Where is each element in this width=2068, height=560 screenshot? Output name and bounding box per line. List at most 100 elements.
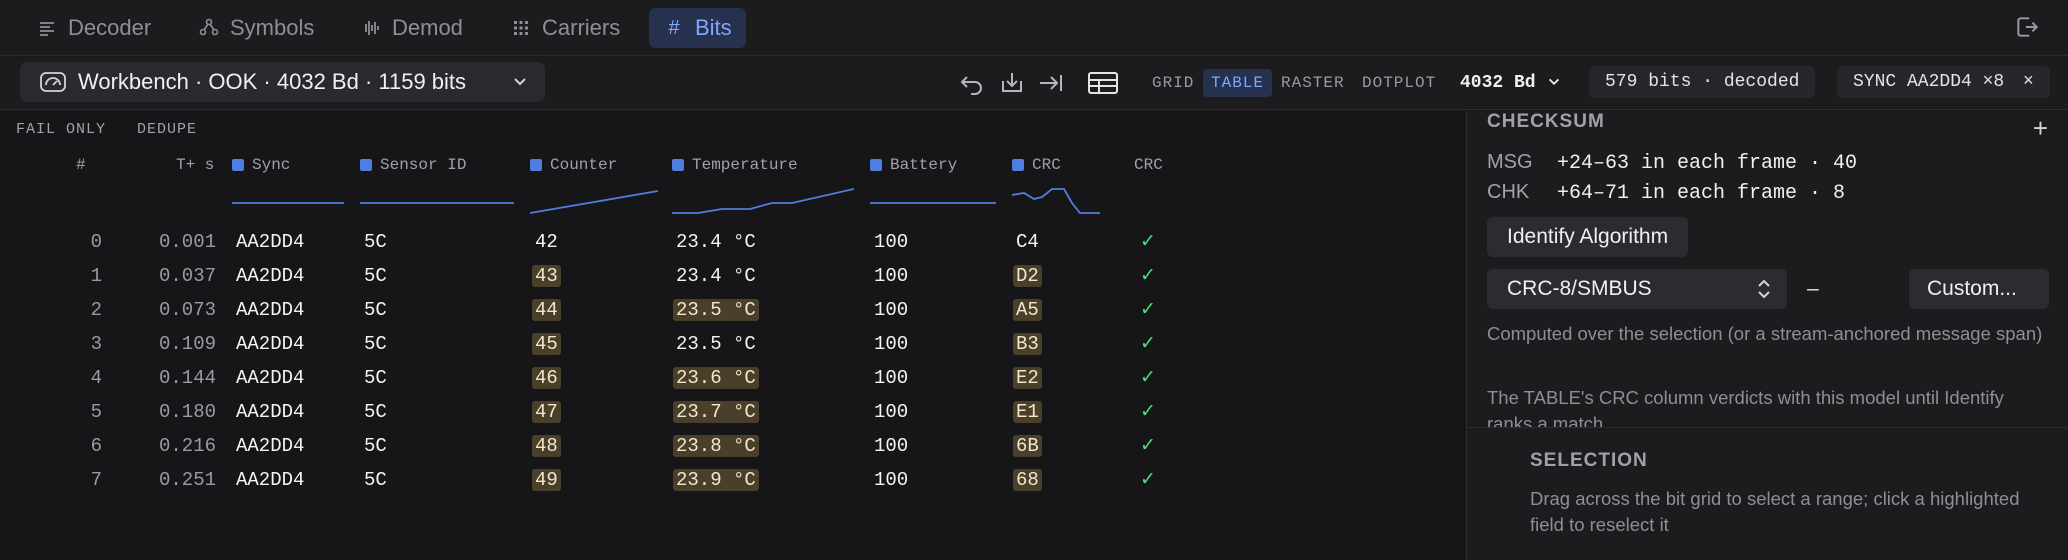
table-row[interactable]: 2 0.073 AA2DD4 5C 44 23.5 °C 100 A5 ✓ [0,293,1466,327]
toolbar: Workbench · OOK · 4032 Bd · 1159 bits GR… [0,57,2068,110]
cell-temperature: 23.5 °C [676,331,756,357]
cell-sensor-id: 5C [364,263,387,289]
chevron-down-icon [1549,78,1560,86]
cell-counter-text: 44 [532,299,561,321]
fail-only-toggle[interactable]: FAIL ONLY [16,121,107,138]
selection-hint: Drag across the bit grid to select a ran… [1530,488,2020,535]
cell-sensor-id: 5C [364,365,387,391]
row-index-text: 2 [90,299,102,321]
cell-sync: AA2DD4 [236,297,304,323]
row-index: 4 [62,365,102,391]
header-crc-verdict: CRC [1134,156,1163,174]
cell-temperature-text: 23.6 °C [673,367,759,389]
tab-symbols[interactable]: Symbols [184,8,328,48]
table-row[interactable]: 6 0.216 AA2DD4 5C 48 23.8 °C 100 6B ✓ [0,429,1466,463]
row-time-text: 0.216 [158,435,216,457]
row-time-text: 0.001 [158,231,216,253]
mode-raster[interactable]: RASTER [1281,74,1345,92]
table-row[interactable]: 7 0.251 AA2DD4 5C 49 23.9 °C 100 68 ✓ [0,463,1466,497]
chevron-down-icon [514,78,526,86]
jump-to-end-icon[interactable] [1037,69,1065,97]
cell-sync-text: AA2DD4 [236,401,305,423]
download-icon[interactable] [998,69,1026,97]
row-time-text: 0.251 [158,469,216,491]
row-index-text: 0 [90,231,102,253]
cell-sync-text: AA2DD4 [236,333,305,355]
sparkline-crc [1012,188,1100,214]
cell-temperature-text: 23.8 °C [673,435,759,457]
sparkline-sync [232,202,344,204]
cell-crc: E1 [1013,399,1042,425]
cell-temperature: 23.6 °C [673,365,759,391]
identify-algorithm-button[interactable]: Identify Algorithm [1487,217,1689,257]
mode-grid[interactable]: GRID [1152,74,1195,92]
header-sync[interactable]: Sync [232,156,290,174]
mode-dotplot[interactable]: DOTPLOT [1362,74,1437,92]
add-icon[interactable]: + [2032,113,2048,143]
table-row[interactable]: 5 0.180 AA2DD4 5C 47 23.7 °C 100 E1 ✓ [0,395,1466,429]
table-row[interactable]: 0 0.001 AA2DD4 5C 42 23.4 °C 100 C4 ✓ [0,225,1466,259]
cell-temperature: 23.8 °C [673,433,759,459]
cell-sensor-id: 5C [364,399,387,425]
cell-temperature-text: 23.4 °C [676,265,756,287]
tab-bits[interactable]: # Bits [649,8,746,48]
cell-temperature-text: 23.4 °C [676,231,756,253]
row-time-text: 0.144 [158,367,216,389]
cell-sensor-id: 5C [364,297,387,323]
cell-sync-text: AA2DD4 [236,469,305,491]
selection-title: SELECTION [1530,450,1648,471]
dedupe-toggle[interactable]: DEDUPE [137,121,198,138]
cell-temperature-text: 23.5 °C [673,299,759,321]
table-row[interactable]: 4 0.144 AA2DD4 5C 46 23.6 °C 100 E2 ✓ [0,361,1466,395]
close-icon[interactable]: × [2023,72,2034,92]
row-index-text: 6 [90,435,102,457]
cell-sensor-id-text: 5C [364,231,387,253]
workbench-label: Workbench · OOK · 4032 Bd · 1159 bits [78,69,467,94]
cell-crc-text: C4 [1016,231,1039,253]
sync-badge[interactable]: SYNC AA2DD4 ×8 × [1837,66,2050,98]
tab-carriers[interactable]: Carriers [496,8,634,48]
cell-counter: 45 [532,331,561,357]
header-label: CRC [1032,156,1061,174]
cell-battery: 100 [874,331,908,357]
header-counter[interactable]: Counter [530,156,617,174]
undo-icon[interactable] [958,69,986,97]
checksum-panel: CHECKSUM + MSG +24–63 in each frame · 40 … [1466,111,2068,560]
workbench-selector[interactable]: Workbench · OOK · 4032 Bd · 1159 bits [20,62,545,102]
crc-ok-icon: ✓ [1140,365,1156,391]
updown-chevron-icon [1758,279,1770,299]
algorithm-select[interactable]: CRC-8/SMBUS [1487,269,1787,309]
header-crc[interactable]: CRC [1012,156,1061,174]
custom-button[interactable]: Custom... [1909,269,2049,309]
tab-decoder[interactable]: Decoder [22,8,165,48]
cell-battery: 100 [874,399,908,425]
table-row[interactable]: 1 0.037 AA2DD4 5C 43 23.4 °C 100 D2 ✓ [0,259,1466,293]
msg-value: +24–63 in each frame · 40 [1557,152,1858,175]
cell-sensor-id: 5C [364,331,387,357]
exit-icon[interactable] [2014,14,2040,40]
sparkline-sensor [360,202,514,204]
table-row[interactable]: 3 0.109 AA2DD4 5C 45 23.5 °C 100 B3 ✓ [0,327,1466,361]
cell-sensor-id-text: 5C [364,367,387,389]
row-index: 5 [62,399,102,425]
table-view-icon[interactable] [1087,69,1119,97]
cell-counter: 46 [532,365,561,391]
header-battery[interactable]: Battery [870,156,957,174]
row-time: 0.037 [116,263,216,289]
row-time: 0.144 [116,365,216,391]
cell-battery-text: 100 [874,265,909,287]
cell-counter-text: 46 [532,367,561,389]
header-sensor-id[interactable]: Sensor ID [360,156,466,174]
field-marker [1012,159,1024,171]
cell-sensor-id-text: 5C [364,435,387,457]
cell-crc: A5 [1013,297,1042,323]
row-time: 0.073 [116,297,216,323]
row-time-text: 0.109 [158,333,216,355]
tab-demod[interactable]: Demod [346,8,477,48]
crc-ok-icon-text: ✓ [1140,469,1156,491]
baud-selector[interactable]: 4032 Bd [1460,69,1562,97]
mode-table[interactable]: TABLE [1203,69,1273,97]
row-time: 0.001 [116,229,216,255]
cell-temperature-text: 23.5 °C [676,333,756,355]
header-temperature[interactable]: Temperature [672,156,798,174]
